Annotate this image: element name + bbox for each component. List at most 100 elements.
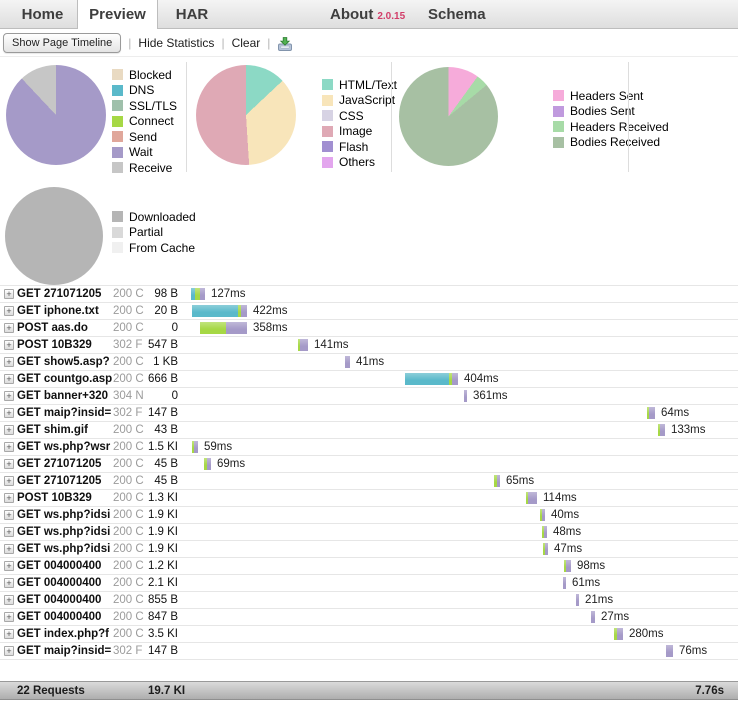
timing-connect-segment — [195, 288, 200, 300]
request-size: 147 B — [147, 407, 178, 419]
expand-icon[interactable]: + — [4, 374, 14, 384]
request-name[interactable]: POST 10B329 — [17, 492, 92, 504]
expand-icon[interactable]: + — [4, 612, 14, 622]
expand-icon[interactable]: + — [4, 425, 14, 435]
legend-label: Blocked — [129, 67, 172, 82]
legend-label: Wait — [129, 145, 153, 160]
toolbar-separator: | — [221, 36, 225, 50]
hide-statistics-link[interactable]: Hide Statistics — [138, 36, 215, 50]
request-name[interactable]: GET index.php?f — [17, 628, 109, 640]
tab-home[interactable]: Home — [21, 6, 64, 23]
expand-icon[interactable]: + — [4, 646, 14, 656]
timing-connect-segment — [494, 475, 497, 487]
menu-schema[interactable]: Schema — [428, 6, 486, 23]
request-name[interactable]: GET 271071205 — [17, 458, 102, 470]
request-name[interactable]: GET ws.php?idsi — [17, 526, 111, 538]
timing-connect-segment — [614, 628, 617, 640]
request-name[interactable]: GET show5.asp? — [17, 356, 110, 368]
expand-icon[interactable]: + — [4, 578, 14, 588]
timeline-bar — [464, 390, 467, 402]
expand-icon[interactable]: + — [4, 561, 14, 571]
stats-divider — [628, 62, 629, 172]
expand-icon[interactable]: + — [4, 510, 14, 520]
expand-icon[interactable]: + — [4, 340, 14, 350]
menu-about[interactable]: About 2.0.15 — [330, 0, 405, 28]
total-size: 19.7 KI — [148, 685, 186, 697]
toolbar: Show Page Timeline | Hide Statistics | C… — [0, 30, 738, 57]
timeline-bar — [298, 339, 308, 351]
clear-link[interactable]: Clear — [231, 36, 261, 50]
request-status: 200 C — [113, 373, 144, 385]
expand-icon[interactable]: + — [4, 476, 14, 486]
request-time-label: 64ms — [661, 407, 690, 419]
timing-connect-segment — [658, 424, 660, 436]
timing-wait-segment — [545, 543, 548, 555]
request-row: + GET ws.php?idsi 200 C 1.9 KI 40ms — [0, 507, 738, 524]
expand-icon[interactable]: + — [4, 391, 14, 401]
legend-label: Connect — [129, 114, 174, 129]
tab-preview[interactable]: Preview — [77, 0, 158, 29]
request-row: + GET show5.asp? 200 C 1 KB 41ms — [0, 354, 738, 371]
timing-wait-segment — [241, 305, 247, 317]
request-name[interactable]: GET banner+320 — [17, 390, 109, 402]
tab-har[interactable]: HAR — [175, 6, 209, 23]
expand-icon[interactable]: + — [4, 595, 14, 605]
request-name[interactable]: GET 004000400 — [17, 577, 102, 589]
legend-color-chip — [322, 125, 333, 137]
expand-icon[interactable]: + — [4, 459, 14, 469]
expand-icon[interactable]: + — [4, 306, 14, 316]
timeline-bar — [591, 611, 595, 623]
request-name[interactable]: POST 10B329 — [17, 339, 92, 351]
expand-icon[interactable]: + — [4, 357, 14, 367]
legend-color-chip — [553, 90, 564, 102]
expand-icon[interactable]: + — [4, 527, 14, 537]
timeline-bar — [345, 356, 350, 368]
request-name[interactable]: GET 004000400 — [17, 611, 102, 623]
expand-icon[interactable]: + — [4, 629, 14, 639]
timeline-bar — [542, 526, 547, 538]
request-size: 1.9 KI — [147, 543, 178, 555]
request-name[interactable]: GET ws.php?idsi — [17, 543, 111, 555]
request-size: 1.9 KI — [147, 509, 178, 521]
timing-wait-segment — [617, 628, 623, 640]
legend-color-chip — [112, 115, 123, 127]
legend-color-chip — [112, 69, 123, 81]
request-name[interactable]: GET shim.gif — [17, 424, 88, 436]
request-name[interactable]: GET 271071205 — [17, 288, 102, 300]
request-name[interactable]: GET maip?insid= — [17, 645, 112, 657]
expand-icon[interactable]: + — [4, 544, 14, 554]
expand-icon[interactable]: + — [4, 289, 14, 299]
legend-label: Image — [339, 124, 373, 139]
request-name[interactable]: GET iphone.txt — [17, 305, 99, 317]
save-download-icon[interactable] — [277, 36, 293, 52]
request-name[interactable]: GET 004000400 — [17, 560, 102, 572]
expand-icon[interactable]: + — [4, 442, 14, 452]
request-row: + GET countgo.asp 200 C 666 B 404ms — [0, 371, 738, 388]
request-name[interactable]: GET countgo.asp — [17, 373, 112, 385]
expand-icon[interactable]: + — [4, 408, 14, 418]
request-name[interactable]: GET ws.php?wsr — [17, 441, 111, 453]
legend-label: Headers Received — [570, 119, 669, 134]
legend-color-chip — [112, 226, 123, 238]
legend-color-chip — [112, 84, 123, 96]
request-name[interactable]: POST aas.do — [17, 322, 88, 334]
request-status: 200 C — [113, 543, 144, 555]
legend-item: Wait — [112, 145, 177, 161]
timing-wait-segment — [576, 594, 579, 606]
request-status: 302 F — [113, 407, 143, 419]
expand-icon[interactable]: + — [4, 493, 14, 503]
timing-wait-segment — [544, 526, 547, 538]
request-time-label: 404ms — [464, 373, 499, 385]
expand-icon[interactable]: + — [4, 323, 14, 333]
timeline-bar — [666, 645, 673, 657]
request-name[interactable]: GET maip?insid= — [17, 407, 112, 419]
request-name[interactable]: GET 271071205 — [17, 475, 102, 487]
timing-connect-segment — [543, 543, 545, 555]
show-page-timeline-button[interactable]: Show Page Timeline — [3, 33, 122, 53]
request-name[interactable]: GET 004000400 — [17, 594, 102, 606]
timeline-bar — [564, 560, 571, 572]
request-name[interactable]: GET ws.php?idsi — [17, 509, 111, 521]
legend-item: DNS — [112, 83, 177, 99]
legend-item: Receive — [112, 160, 177, 176]
request-size: 147 B — [147, 645, 178, 657]
